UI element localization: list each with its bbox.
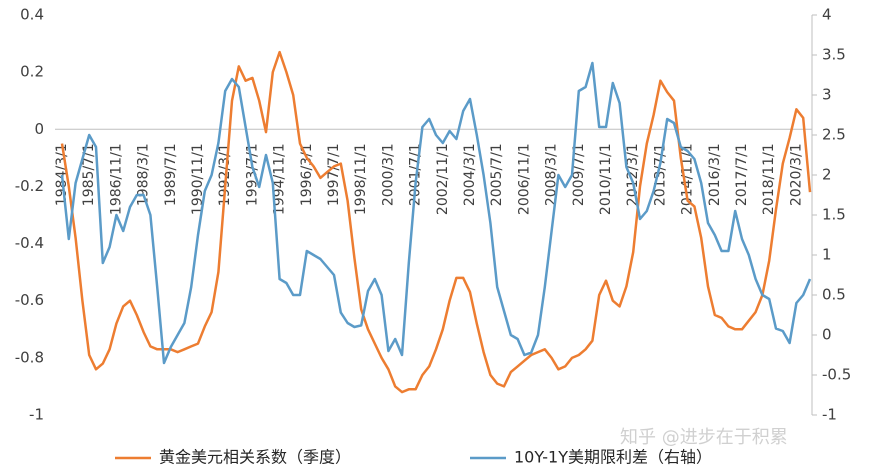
y-tick-label: 0.2: [20, 63, 44, 81]
watermark: 知乎 @进步在于积累: [620, 427, 788, 448]
x-tick-label: 1985/7/1: [81, 143, 97, 206]
x-tick-label: 2010/11/1: [598, 143, 614, 215]
y-tick-label: -0.4: [15, 234, 44, 252]
series-line: [60, 61, 812, 365]
x-tick-label: 1997/7/1: [326, 143, 342, 206]
y-tick-label: 0.4: [20, 6, 44, 24]
y2-tick-label: 3: [822, 86, 832, 104]
y2-tick-label: -1: [822, 406, 837, 424]
y-tick-label: -1: [29, 406, 44, 424]
x-tick-label: 2005/7/1: [489, 143, 505, 206]
y-tick-label: -0.6: [15, 291, 44, 309]
y2-tick-label: 4: [822, 6, 832, 24]
y2-tick-label: 2.5: [822, 126, 846, 144]
y2-tick-label: 3.5: [822, 46, 846, 64]
x-tick-label: 1988/3/1: [136, 143, 152, 206]
y2-tick-label: 1: [822, 246, 832, 264]
y-tick-label: -0.2: [15, 177, 44, 195]
y-tick-label: -0.8: [15, 348, 44, 366]
legend-label: 黄金美元相关系数（季度）: [159, 448, 351, 467]
y-tick-label: 0: [34, 120, 44, 138]
x-tick-label: 2004/3/1: [462, 143, 478, 206]
x-tick-label: 1989/7/1: [163, 143, 179, 206]
y2-tick-label: 0: [822, 326, 832, 344]
x-tick-label: 2002/11/1: [435, 143, 451, 215]
x-tick-label: 1996/3/1: [299, 143, 315, 206]
x-tick-label: 2013/7/1: [652, 143, 668, 206]
x-tick-label: 2014/11/1: [680, 143, 696, 215]
x-tick-label: 2006/11/1: [516, 143, 532, 215]
x-tick-label: 1990/11/1: [190, 143, 206, 215]
x-tick-label: 1984/3/1: [54, 143, 70, 206]
x-tick-label: 2017/7/1: [734, 143, 750, 206]
y2-tick-label: 1.5: [822, 206, 846, 224]
legend-label: 10Y-1Y美期限利差（右轴）: [514, 448, 712, 467]
x-tick-label: 2018/11/1: [761, 143, 777, 215]
x-tick-label: 2020/3/1: [788, 143, 804, 206]
y2-tick-label: 0.5: [822, 286, 846, 304]
x-tick-label: 1994/11/1: [272, 143, 288, 215]
x-tick-label: 1998/11/1: [353, 143, 369, 215]
x-tick-label: 2009/7/1: [571, 143, 587, 206]
x-tick-label: 2016/3/1: [707, 143, 723, 206]
series-line: [60, 50, 812, 394]
x-tick-label: 2012/3/1: [625, 143, 641, 206]
y2-tick-label: -0.5: [822, 366, 851, 384]
x-tick-label: 1993/7/1: [244, 143, 260, 206]
x-tick-label: 1986/11/1: [108, 143, 124, 215]
y2-tick-label: 2: [822, 166, 832, 184]
x-tick-label: 2000/3/1: [380, 143, 396, 206]
